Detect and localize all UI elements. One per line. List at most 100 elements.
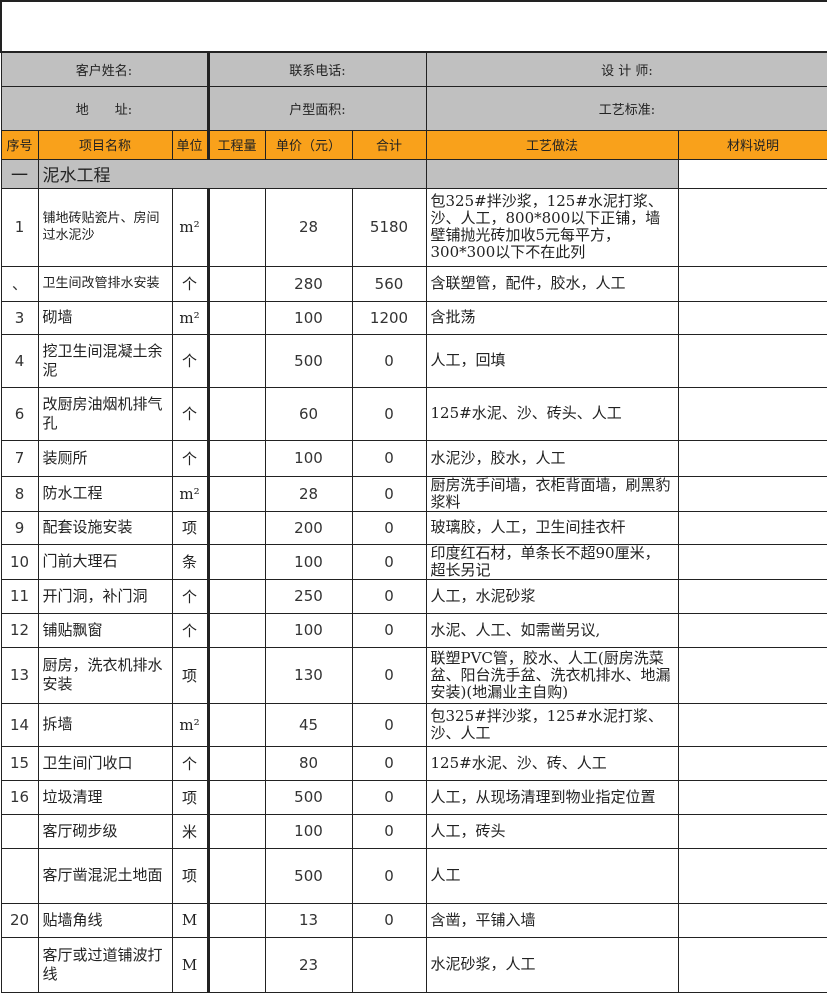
row-name[interactable]: 防水工程 xyxy=(37,475,173,512)
row-material[interactable] xyxy=(677,543,827,580)
row-unit[interactable]: 项 xyxy=(171,510,209,545)
row-unit[interactable]: m² xyxy=(171,300,209,335)
row-total[interactable]: 0 xyxy=(351,510,427,545)
row-price[interactable]: 200 xyxy=(264,510,353,545)
row-no[interactable]: 11 xyxy=(0,578,39,614)
row-no[interactable]: 7 xyxy=(0,439,39,477)
row-unit[interactable]: M xyxy=(171,902,209,938)
row-qty[interactable] xyxy=(206,702,266,747)
row-total[interactable]: 0 xyxy=(351,333,427,388)
row-material[interactable] xyxy=(677,612,827,648)
row-material[interactable] xyxy=(677,300,827,335)
row-total[interactable]: 0 xyxy=(351,578,427,614)
row-name[interactable]: 厨房，洗衣机排水安装 xyxy=(37,646,173,704)
row-qty[interactable] xyxy=(206,187,266,267)
row-total[interactable]: 0 xyxy=(351,612,427,648)
row-no[interactable]: 15 xyxy=(0,745,39,781)
row-total[interactable]: 0 xyxy=(351,902,427,938)
row-name[interactable]: 门前大理石 xyxy=(37,543,173,580)
row-price[interactable]: 130 xyxy=(264,646,353,704)
row-unit[interactable]: m² xyxy=(171,475,209,512)
row-unit[interactable]: 个 xyxy=(171,745,209,781)
row-qty[interactable] xyxy=(206,936,266,993)
row-no[interactable]: 9 xyxy=(0,510,39,545)
row-name[interactable]: 配套设施安装 xyxy=(37,510,173,545)
row-material[interactable] xyxy=(677,386,827,441)
row-no[interactable]: 6 xyxy=(0,386,39,441)
row-name[interactable]: 卫生间改管排水安装 xyxy=(37,265,173,302)
row-total[interactable]: 0 xyxy=(351,813,427,849)
row-unit[interactable]: 个 xyxy=(171,265,209,302)
row-process[interactable]: 玻璃胶，人工，卫生间挂衣杆 xyxy=(425,510,679,545)
row-no[interactable]: 8 xyxy=(0,475,39,512)
row-price[interactable]: 60 xyxy=(264,386,353,441)
row-no[interactable]: 16 xyxy=(0,779,39,815)
row-total[interactable]: 560 xyxy=(351,265,427,302)
row-material[interactable] xyxy=(677,578,827,614)
row-no[interactable]: 13 xyxy=(0,646,39,704)
row-qty[interactable] xyxy=(206,300,266,335)
row-material[interactable] xyxy=(677,702,827,747)
row-total[interactable]: 0 xyxy=(351,779,427,815)
row-total[interactable]: 0 xyxy=(351,745,427,781)
row-unit[interactable]: 项 xyxy=(171,646,209,704)
row-name[interactable]: 开门洞，补门洞 xyxy=(37,578,173,614)
row-unit[interactable]: 个 xyxy=(171,612,209,648)
row-unit[interactable]: 个 xyxy=(171,439,209,477)
row-price[interactable]: 13 xyxy=(264,902,353,938)
row-qty[interactable] xyxy=(206,612,266,648)
row-process[interactable]: 厨房洗手间墙，衣柜背面墙，刷黑豹浆料 xyxy=(425,475,679,512)
row-no[interactable] xyxy=(0,936,39,993)
row-material[interactable] xyxy=(677,936,827,993)
row-unit[interactable]: 项 xyxy=(171,779,209,815)
row-unit[interactable]: 个 xyxy=(171,578,209,614)
row-price[interactable]: 500 xyxy=(264,847,353,904)
row-qty[interactable] xyxy=(206,510,266,545)
section-material-cell[interactable] xyxy=(677,158,827,189)
row-material[interactable] xyxy=(677,779,827,815)
row-price[interactable]: 250 xyxy=(264,578,353,614)
row-process[interactable]: 人工，砖头 xyxy=(425,813,679,849)
row-name[interactable]: 装厕所 xyxy=(37,439,173,477)
row-unit[interactable]: 条 xyxy=(171,543,209,580)
row-process[interactable]: 含凿，平铺入墙 xyxy=(425,902,679,938)
row-qty[interactable] xyxy=(206,475,266,512)
row-price[interactable]: 80 xyxy=(264,745,353,781)
row-price[interactable]: 500 xyxy=(264,333,353,388)
row-process[interactable]: 人工，从现场清理到物业指定位置 xyxy=(425,779,679,815)
row-process[interactable]: 人工，回填 xyxy=(425,333,679,388)
row-no[interactable]: 12 xyxy=(0,612,39,648)
row-name[interactable]: 铺贴飘窗 xyxy=(37,612,173,648)
row-total[interactable]: 1200 xyxy=(351,300,427,335)
row-price[interactable]: 500 xyxy=(264,779,353,815)
row-name[interactable]: 客厅凿混泥土地面 xyxy=(37,847,173,904)
row-qty[interactable] xyxy=(206,745,266,781)
row-material[interactable] xyxy=(677,439,827,477)
row-qty[interactable] xyxy=(206,779,266,815)
row-no[interactable] xyxy=(0,813,39,849)
row-no[interactable]: 14 xyxy=(0,702,39,747)
row-process[interactable]: 水泥、人工、如需凿另议, xyxy=(425,612,679,648)
row-qty[interactable] xyxy=(206,439,266,477)
row-no[interactable]: 20 xyxy=(0,902,39,938)
row-price[interactable]: 100 xyxy=(264,300,353,335)
row-material[interactable] xyxy=(677,646,827,704)
row-process[interactable]: 含联塑管，配件，胶水，人工 xyxy=(425,265,679,302)
row-process[interactable]: 水泥砂浆，人工 xyxy=(425,936,679,993)
row-material[interactable] xyxy=(677,510,827,545)
row-no[interactable]: 4 xyxy=(0,333,39,388)
row-process[interactable]: 联塑PVC管，胶水、人工(厨房洗菜盆、阳台洗手盆、洗衣机排水、地漏安装)(地漏业… xyxy=(425,646,679,704)
row-material[interactable] xyxy=(677,902,827,938)
row-price[interactable]: 28 xyxy=(264,475,353,512)
row-price[interactable]: 100 xyxy=(264,612,353,648)
row-unit[interactable]: 个 xyxy=(171,386,209,441)
row-process[interactable]: 水泥沙，胶水，人工 xyxy=(425,439,679,477)
row-qty[interactable] xyxy=(206,902,266,938)
row-total[interactable] xyxy=(351,936,427,993)
row-process[interactable]: 含批荡 xyxy=(425,300,679,335)
row-material[interactable] xyxy=(677,813,827,849)
row-unit[interactable]: m² xyxy=(171,187,209,267)
row-qty[interactable] xyxy=(206,265,266,302)
row-total[interactable]: 0 xyxy=(351,847,427,904)
row-material[interactable] xyxy=(677,187,827,267)
